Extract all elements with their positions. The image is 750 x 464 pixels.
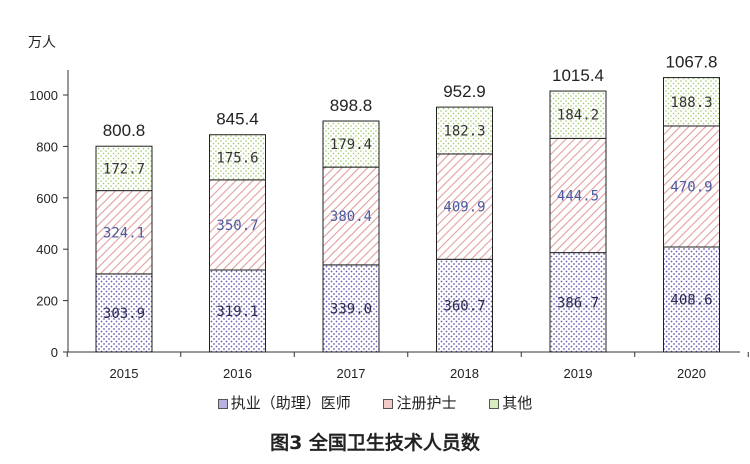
stacked-bar-chart: 万人 0 200 400 600 800 1000 2015 2016 2017 2018 2019… <box>28 35 749 381</box>
y-tick-label: 200 <box>36 294 58 309</box>
bar-segment-other <box>95 145 153 192</box>
bar-segment-physicians <box>436 258 493 353</box>
axes: 0 200 400 600 800 1000 2015 2016 2017 2018 2019 202… <box>29 70 749 381</box>
y-tick-label: 400 <box>36 242 58 257</box>
y-tick-label: 600 <box>36 191 58 206</box>
legend: 执业（助理）医师 注册护士 其他 <box>0 392 750 413</box>
bar-segment-nurses <box>663 125 720 248</box>
bar-total-label: 952.9 <box>443 82 486 101</box>
segment-value-label: 319.1 <box>216 304 258 320</box>
bar-segment-physicians <box>663 246 720 353</box>
segment-value-label: 444.5 <box>557 188 599 204</box>
bar-segment-other <box>209 134 266 181</box>
bar-segment-other <box>663 77 720 127</box>
legend-item-other: 其他 <box>489 392 532 413</box>
bar-segment-nurses <box>436 153 493 260</box>
legend-label-other: 其他 <box>502 394 533 412</box>
segment-value-label: 303.9 <box>103 306 145 322</box>
segment-value-label: 380.4 <box>330 209 372 225</box>
x-tick-label: 2016 <box>223 366 252 381</box>
bar-segment-nurses <box>549 137 607 254</box>
x-tick-label: 2020 <box>677 366 706 381</box>
bar-total-label: 1015.4 <box>552 66 604 85</box>
legend-item-physicians: 执业（助理）医师 <box>217 392 351 413</box>
y-tick-label: 1000 <box>29 88 58 103</box>
legend-label-nurses: 注册护士 <box>396 394 457 412</box>
data-labels: 303.9 324.1 172.7 800.8 319.1 350.7 175.6 845.4… <box>103 53 718 322</box>
bar-total-label: 845.4 <box>216 110 259 129</box>
legend-swatch-physicians <box>217 398 228 409</box>
segment-value-label: 179.4 <box>330 137 372 153</box>
bar-total-label: 1067.8 <box>666 53 718 72</box>
segment-value-label: 470.9 <box>670 179 712 195</box>
segment-value-label: 175.6 <box>216 150 258 166</box>
x-tick-label: 2015 <box>110 366 139 381</box>
x-tick-label: 2019 <box>564 366 593 381</box>
x-tick-label: 2018 <box>450 366 479 381</box>
legend-label-physicians: 执业（助理）医师 <box>230 394 351 412</box>
bar-segment-nurses <box>322 166 380 266</box>
segment-value-label: 350.7 <box>216 218 258 234</box>
legend-swatch-nurses <box>383 398 394 409</box>
segment-value-label: 409.9 <box>443 200 485 216</box>
segment-value-label: 172.7 <box>103 161 145 177</box>
bar-segment-nurses <box>95 190 153 275</box>
y-tick-label: 800 <box>36 139 58 154</box>
x-tick-label: 2017 <box>337 366 366 381</box>
segment-value-label: 182.3 <box>443 124 485 140</box>
bar-segment-nurses <box>209 179 266 271</box>
segment-value-label: 324.1 <box>103 225 145 241</box>
legend-item-nurses: 注册护士 <box>383 392 457 413</box>
bar-segment-physicians <box>549 252 607 353</box>
segment-value-label: 386.7 <box>557 295 599 311</box>
bar-segment-physicians <box>95 273 153 353</box>
segment-value-label: 188.3 <box>670 95 712 111</box>
y-tick-label: 0 <box>51 345 58 360</box>
bar-total-label: 800.8 <box>103 121 146 140</box>
bar-segment-other <box>436 106 493 155</box>
segment-value-label: 360.7 <box>443 299 485 315</box>
segment-value-label: 184.2 <box>557 108 599 124</box>
bars <box>95 77 720 353</box>
bar-segment-other <box>322 120 380 168</box>
bar-segment-physicians <box>322 264 380 353</box>
segment-value-label: 408.6 <box>670 292 712 308</box>
chart-title: 图3 全国卫生技术人员数 <box>270 432 480 454</box>
y-axis-unit-label: 万人 <box>28 35 56 51</box>
legend-swatch-other <box>489 398 500 409</box>
segment-value-label: 339.0 <box>330 301 372 317</box>
bar-segment-other <box>549 90 607 139</box>
bar-total-label: 898.8 <box>330 96 373 115</box>
